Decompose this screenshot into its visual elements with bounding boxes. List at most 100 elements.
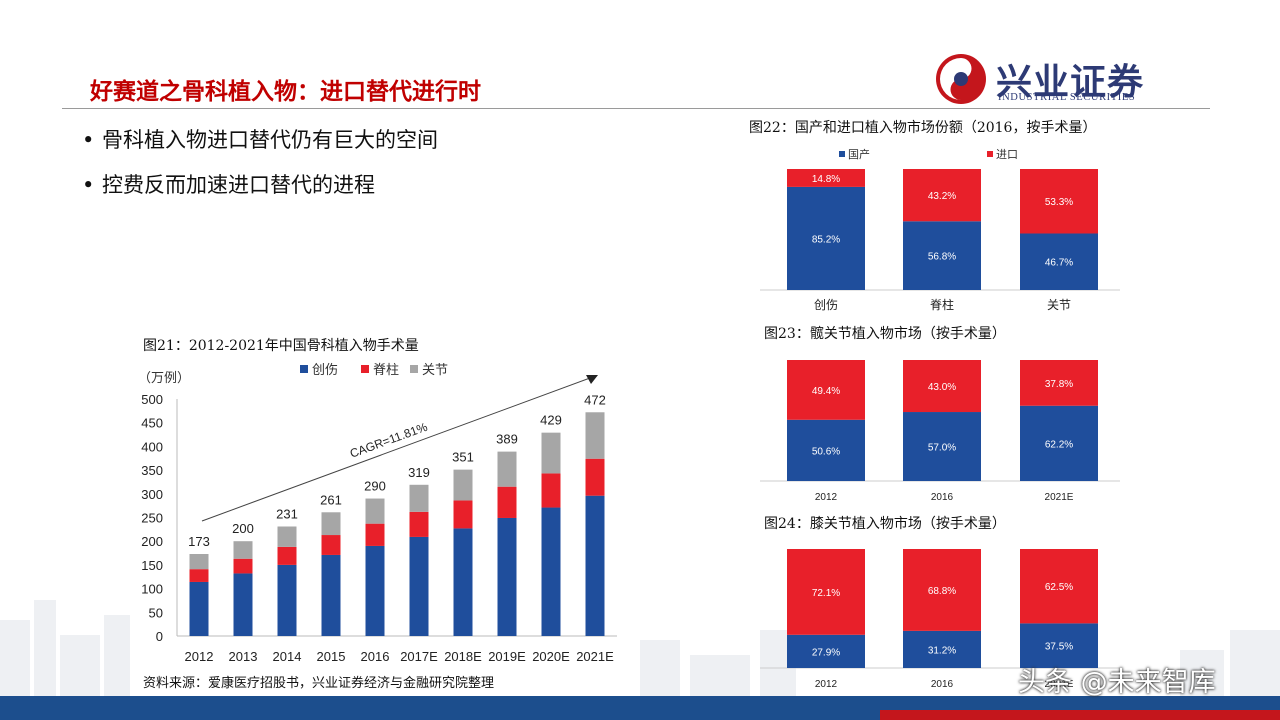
bar-segment	[233, 541, 253, 559]
bar-total-label: 290	[364, 479, 386, 494]
y-unit-label: （万例）	[138, 370, 190, 385]
y-tick-label: 150	[141, 558, 163, 573]
fig22-chart: 国产 进口 85.2% 14.8% 创伤 56.8% 43.2% 脊柱 46.7% 53.3% 关节	[760, 147, 1120, 312]
bar-segment	[453, 469, 473, 501]
bar-segment	[277, 526, 297, 547]
y-tick-label: 50	[149, 605, 163, 620]
bar-segment	[365, 498, 385, 524]
bar-segment	[1020, 549, 1098, 624]
bar-segment	[903, 169, 981, 222]
fig21-chart: （万例） 创伤 脊柱 关节 0 50 100 150 200 250 300 350 400 450 500…	[138, 362, 617, 664]
x-tick-label: 2021E	[1045, 679, 1074, 690]
y-tick-label: 400	[141, 439, 163, 454]
x-tick-label: 2019E	[488, 649, 526, 664]
bar-segment	[497, 517, 517, 636]
legend-label: 关节	[422, 362, 448, 377]
legend-label: 脊柱	[373, 362, 399, 377]
x-tick-label: 2018E	[444, 649, 482, 664]
bar-segment	[453, 500, 473, 529]
bullet-list: • 骨科植入物进口替代仍有巨大的空间 • 控费反而加速进口替代的进程	[82, 124, 438, 214]
bullet-item: • 控费反而加速进口替代的进程	[82, 173, 375, 197]
data-label: 50.6%	[812, 446, 840, 457]
bar-segment	[787, 634, 865, 668]
x-tick-label: 2012	[815, 679, 838, 690]
bar-segment	[903, 221, 981, 290]
bar-segment	[903, 630, 981, 668]
bar-segment	[903, 412, 981, 481]
bar-segment	[365, 545, 385, 636]
cagr-label: CAGR=11.81%	[348, 420, 430, 461]
data-label: 31.2%	[928, 645, 956, 656]
bar-segment	[321, 535, 341, 555]
fig23-chart: 50.6% 49.4% 2012 57.0% 43.0% 2016 62.2% 37.8% 20…	[760, 360, 1120, 503]
bar-segment	[233, 573, 253, 636]
y-tick-label: 100	[141, 582, 163, 597]
bar-segment	[409, 484, 429, 512]
data-label: 43.2%	[928, 191, 956, 202]
bar-segment	[585, 495, 605, 636]
x-tick-label: 2020E	[532, 649, 570, 664]
bar-total-label: 319	[408, 465, 430, 480]
bar-segment	[497, 451, 517, 487]
bar-segment	[787, 169, 865, 187]
bar-segment	[1020, 360, 1098, 406]
bar-segment	[541, 507, 561, 636]
data-label: 14.8%	[812, 174, 840, 185]
company-logo-icon	[936, 54, 986, 104]
data-label: 68.8%	[928, 586, 956, 597]
bar-segment	[365, 523, 385, 546]
fig24-caption: 图24：膝关节植入物市场（按手术量）	[764, 516, 1006, 532]
bar-total-label: 472	[584, 392, 606, 407]
bar-segment	[541, 432, 561, 474]
data-label: 72.1%	[812, 588, 840, 599]
title-divider	[62, 108, 1210, 109]
cagr-arrow-head	[586, 375, 598, 384]
bar-total-label: 429	[540, 413, 562, 428]
bar-segment	[1020, 623, 1098, 668]
bar-segment	[787, 186, 865, 290]
x-tick-label: 2021E	[1045, 492, 1074, 503]
data-label: 37.8%	[1045, 379, 1073, 390]
bar-total-label: 351	[452, 450, 474, 465]
x-tick-label: 2016	[931, 492, 954, 503]
bar-segment	[453, 528, 473, 636]
data-label: 37.5%	[1045, 642, 1073, 653]
x-tick-label: 2012	[185, 649, 214, 664]
legend-swatch	[839, 151, 845, 157]
page-title: 好赛道之骨科植入物：进口替代进行时	[90, 79, 481, 105]
bar-total-label: 261	[320, 492, 342, 507]
legend-label: 进口	[996, 148, 1018, 161]
bar-segment	[1020, 233, 1098, 290]
y-tick-label: 250	[141, 511, 163, 526]
x-tick-label: 2021E	[576, 649, 614, 664]
bar-segment	[189, 569, 209, 582]
x-tick-label: 创伤	[814, 298, 838, 312]
legend-label: 创伤	[312, 362, 338, 377]
legend-swatch	[987, 151, 993, 157]
bullet-text: 控费反而加速进口替代的进程	[102, 173, 375, 197]
bar-segment	[497, 486, 517, 518]
data-label: 43.0%	[928, 382, 956, 393]
logo-name: 兴业证券	[996, 61, 1145, 103]
bar-segment	[409, 536, 429, 636]
bar-segment	[585, 458, 605, 496]
bar-segment	[277, 546, 297, 565]
bullet-item: • 骨科植入物进口替代仍有巨大的空间	[82, 128, 438, 152]
data-label: 53.3%	[1045, 197, 1073, 208]
bar-segment	[787, 549, 865, 635]
legend-label: 国产	[848, 147, 870, 161]
fig23-caption: 图23：髋关节植入物市场（按手术量）	[764, 326, 1006, 342]
y-tick-label: 0	[156, 629, 163, 644]
x-tick-label: 2012	[815, 492, 838, 503]
bar-segment	[321, 512, 341, 536]
bar-segment	[189, 553, 209, 570]
y-tick-label: 450	[141, 416, 163, 431]
data-label: 85.2%	[812, 234, 840, 245]
legend-swatch	[300, 365, 308, 373]
bar-total-label: 173	[188, 534, 210, 549]
x-tick-label: 2015	[317, 649, 346, 664]
fig24-chart: 27.9% 72.1% 2012 31.2% 68.8% 2016 37.5% 62.5% 20…	[760, 549, 1120, 690]
bar-segment	[787, 419, 865, 481]
fig21-caption: 图21：2012-2021年中国骨科植入物手术量	[143, 338, 419, 354]
x-tick-label: 2013	[229, 649, 258, 664]
